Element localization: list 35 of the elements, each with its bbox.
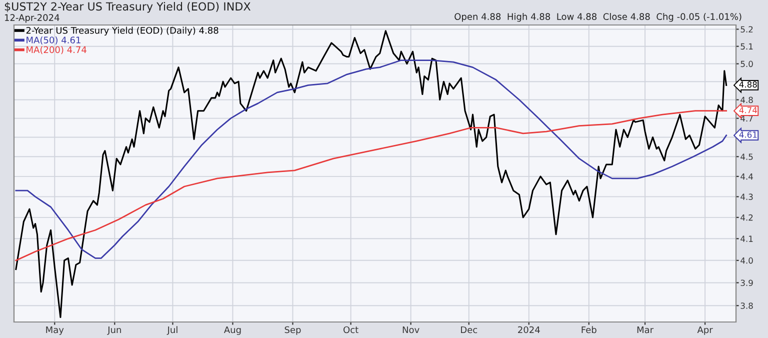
y-tick-label: 5.2: [740, 26, 753, 33]
y-tick-label: 5.0: [740, 60, 753, 68]
x-tick-label: Jun: [107, 326, 121, 335]
y-tick-label: 3.8: [740, 302, 753, 309]
x-tick-label: Oct: [344, 326, 358, 334]
legend-label: 2-Year US Treasury Yield (EOD) (Daily) 4.88: [26, 26, 218, 36]
y-tick-label: 4.1: [740, 236, 753, 242]
y-tick-label: 4.0: [740, 257, 753, 264]
chart-title: $UST2Y 2-Year US Treasury Yield (EOD) INDX: [4, 2, 250, 13]
y-tick-label: 4.5: [740, 154, 753, 160]
x-tick-label: Apr: [697, 326, 713, 335]
y-tick-label: 4.4: [740, 174, 753, 180]
x-tick-label: Nov: [402, 326, 420, 334]
line-series: [15, 110, 728, 262]
x-tick-label: Sep: [284, 326, 301, 335]
x-tick-label: Feb: [582, 326, 596, 334]
line-series: [15, 60, 728, 259]
x-tick-label: Dec: [461, 326, 478, 334]
x-tick-label: Jul: [166, 326, 178, 335]
text: Open 4.88 High 4.88 Low 4.88 Close 4.88 Chg -0.05 (-1.01%): [454, 13, 742, 22]
y-tick-label: 4.2: [740, 214, 753, 221]
x-tick-label: May: [46, 326, 64, 335]
x-tick-label: 2024: [518, 326, 540, 334]
annotation: 4.74: [739, 107, 757, 114]
legend-label: MA(50) 4.61: [26, 36, 80, 44]
chart-subtitle: 12-Apr-2024: [4, 14, 60, 23]
x-tick-label: Aug: [224, 326, 241, 335]
annotation: 4.61: [739, 131, 757, 138]
y-tick-label: 4.3: [740, 194, 753, 200]
legend-label: MA(200) 4.74: [26, 46, 86, 54]
y-tick-label: 5.1: [740, 43, 753, 50]
y-tick-label: 3.9: [740, 280, 753, 286]
x-tick-label: Mar: [637, 326, 654, 334]
y-tick-label: 4.8: [740, 96, 753, 104]
annotation: 4.88: [739, 81, 757, 88]
